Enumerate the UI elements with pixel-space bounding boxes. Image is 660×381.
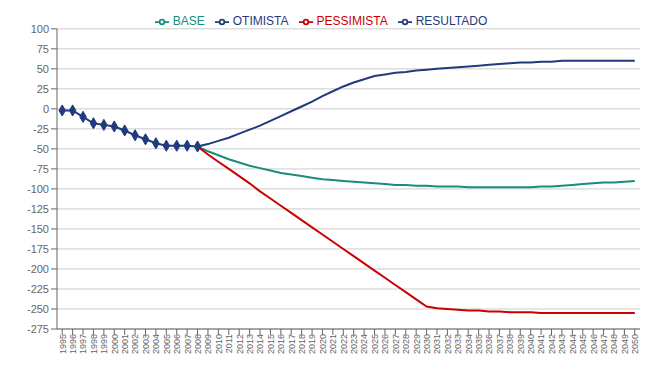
svg-text:75: 75 — [37, 43, 49, 55]
svg-text:2039: 2039 — [516, 334, 526, 354]
svg-text:2033: 2033 — [453, 334, 463, 354]
svg-text:-75: -75 — [33, 163, 49, 175]
svg-text:1997: 1997 — [78, 334, 88, 354]
svg-text:2035: 2035 — [474, 334, 484, 354]
svg-text:2012: 2012 — [235, 334, 245, 354]
svg-text:1995: 1995 — [58, 334, 68, 354]
svg-text:-175: -175 — [27, 243, 49, 255]
svg-text:2020: 2020 — [318, 334, 328, 354]
html-text:BASE: BASE — [172, 14, 205, 28]
svg-text:2028: 2028 — [401, 334, 411, 354]
svg-text:2013: 2013 — [245, 334, 255, 354]
html-text:PESSIMISTA: PESSIMISTA — [316, 14, 388, 28]
svg-text:2042: 2042 — [547, 334, 557, 354]
svg-text:2026: 2026 — [380, 334, 390, 354]
svg-text:50: 50 — [37, 63, 49, 75]
html-text:OTIMISTA: OTIMISTA — [232, 14, 289, 28]
svg-text:0: 0 — [43, 103, 49, 115]
svg-text:2007: 2007 — [183, 334, 193, 354]
svg-text:2025: 2025 — [370, 334, 380, 354]
svg-text:2005: 2005 — [162, 334, 172, 354]
svg-text:2037: 2037 — [495, 334, 505, 354]
svg-text:2023: 2023 — [349, 334, 359, 354]
svg-text:2001: 2001 — [120, 334, 130, 354]
svg-text:1999: 1999 — [99, 334, 109, 354]
svg-text:2006: 2006 — [172, 334, 182, 354]
svg-text:2041: 2041 — [536, 334, 546, 354]
svg-text:-25: -25 — [33, 123, 49, 135]
svg-text:-125: -125 — [27, 203, 49, 215]
svg-text:-275: -275 — [27, 323, 49, 335]
svg-text:-150: -150 — [27, 223, 49, 235]
svg-text:2044: 2044 — [568, 334, 578, 354]
svg-text:100: 100 — [31, 23, 49, 35]
svg-text:2050: 2050 — [630, 334, 640, 354]
svg-text:2024: 2024 — [360, 334, 370, 354]
svg-text:2018: 2018 — [297, 334, 307, 354]
svg-text:2011: 2011 — [224, 334, 234, 353]
svg-text:2048: 2048 — [609, 334, 619, 354]
svg-text:2022: 2022 — [339, 334, 349, 354]
svg-text:2027: 2027 — [391, 334, 401, 354]
svg-text:2029: 2029 — [412, 334, 422, 354]
svg-text:2003: 2003 — [141, 334, 151, 354]
svg-text:2021: 2021 — [328, 334, 338, 354]
svg-text:2038: 2038 — [505, 334, 515, 354]
svg-text:2008: 2008 — [193, 334, 203, 354]
svg-text:2040: 2040 — [526, 334, 536, 354]
svg-text:-225: -225 — [27, 283, 49, 295]
svg-text:2000: 2000 — [110, 334, 120, 354]
svg-text:2009: 2009 — [203, 334, 213, 354]
svg-text:2019: 2019 — [307, 334, 317, 354]
svg-text:2031: 2031 — [432, 334, 442, 354]
svg-text:2010: 2010 — [214, 334, 224, 354]
svg-text:2034: 2034 — [464, 334, 474, 354]
svg-text:2016: 2016 — [276, 334, 286, 354]
html-text:RESULTADO: RESULTADO — [415, 14, 488, 28]
svg-text:2014: 2014 — [255, 334, 265, 354]
svg-text:2004: 2004 — [151, 334, 161, 354]
svg-text:2049: 2049 — [620, 334, 630, 354]
svg-text:2043: 2043 — [557, 334, 567, 354]
svg-text:2017: 2017 — [287, 334, 297, 354]
svg-text:2036: 2036 — [484, 334, 494, 354]
svg-text:1998: 1998 — [89, 334, 99, 354]
svg-text:2030: 2030 — [422, 334, 432, 354]
svg-text:-250: -250 — [27, 303, 49, 315]
svg-text:2045: 2045 — [578, 334, 588, 354]
svg-text:2047: 2047 — [599, 334, 609, 354]
svg-text:2046: 2046 — [589, 334, 599, 354]
svg-text:-200: -200 — [27, 263, 49, 275]
svg-text:-100: -100 — [27, 183, 49, 195]
svg-text:25: 25 — [37, 83, 49, 95]
svg-text:1996: 1996 — [68, 334, 78, 354]
svg-text:2002: 2002 — [130, 334, 140, 354]
svg-text:-50: -50 — [33, 143, 49, 155]
svg-text:2015: 2015 — [266, 334, 276, 354]
svg-text:2032: 2032 — [443, 334, 453, 354]
